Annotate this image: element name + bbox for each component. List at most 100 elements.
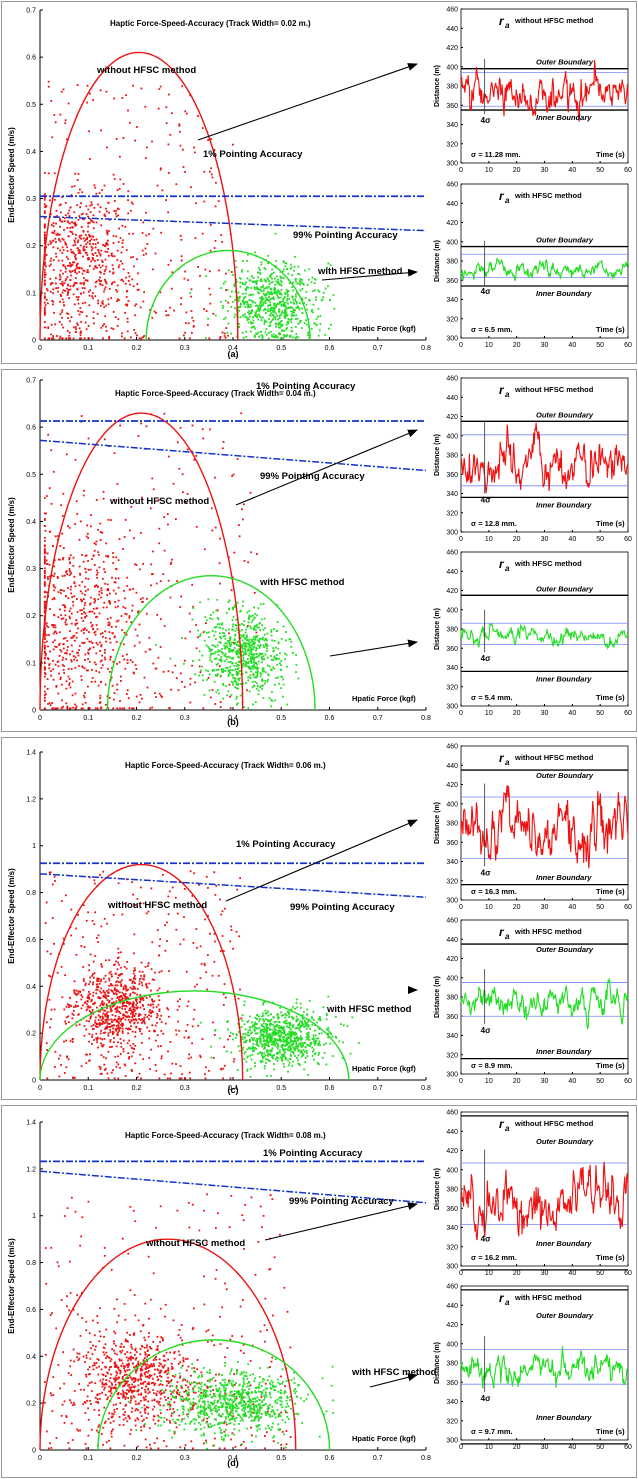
red-point [73, 575, 76, 578]
green-point [252, 628, 255, 631]
green-point [245, 642, 248, 645]
green-point [258, 271, 261, 274]
green-point [268, 296, 270, 298]
green-point [260, 316, 263, 319]
green-point [234, 678, 237, 680]
green-point [237, 683, 240, 686]
red-point [56, 215, 59, 217]
red-point [68, 264, 71, 267]
green-point [264, 1035, 267, 1038]
green-point [260, 1029, 263, 1032]
red-point [141, 970, 144, 973]
red-point [91, 337, 94, 340]
r-a-subscript: a [505, 390, 510, 399]
red-point [115, 1000, 118, 1003]
red-point [78, 538, 81, 541]
red-point [78, 649, 80, 652]
green-point [266, 649, 268, 652]
red-point [116, 290, 118, 293]
red-point [225, 327, 228, 329]
red-point [74, 692, 77, 695]
green-point [259, 306, 262, 309]
red-point [217, 200, 220, 202]
red-point [61, 514, 64, 517]
green-point [301, 1021, 303, 1024]
red-point [107, 621, 110, 624]
red-point [60, 900, 63, 902]
red-point [121, 246, 124, 249]
red-point [107, 624, 110, 627]
red-point [72, 556, 75, 559]
green-point [250, 670, 253, 673]
green-point [241, 1048, 244, 1051]
red-point [205, 971, 208, 974]
red-point [180, 238, 183, 241]
red-point [118, 1006, 121, 1009]
red-point [208, 287, 211, 290]
red-point [119, 1012, 122, 1015]
green-point [278, 293, 281, 295]
red-point [120, 984, 123, 987]
red-point [172, 482, 175, 485]
inset-x-tick-label: 40 [568, 167, 576, 174]
red-point [117, 1063, 120, 1066]
green-point [225, 629, 227, 632]
red-point [70, 194, 73, 197]
red-point [43, 544, 46, 547]
red-point [99, 280, 101, 283]
red-point [237, 997, 240, 1000]
red-point [125, 620, 128, 623]
green-point [219, 675, 222, 678]
red-point [118, 264, 121, 267]
red-point [134, 969, 136, 972]
red-point [223, 1064, 226, 1067]
red-point [132, 1043, 135, 1045]
red-point [199, 1056, 202, 1058]
red-point [65, 337, 68, 340]
red-point [178, 467, 181, 470]
red-point [93, 972, 96, 975]
red-point [122, 606, 125, 608]
red-point [83, 337, 86, 340]
red-point [60, 683, 63, 686]
green-point [289, 1038, 292, 1041]
red-point [96, 259, 99, 261]
red-point [109, 658, 112, 661]
red-point [117, 605, 119, 608]
green-point [221, 652, 224, 655]
red-point [107, 589, 110, 592]
green-point [292, 1050, 295, 1053]
green-point [317, 1063, 320, 1065]
green-point [284, 292, 287, 294]
red-point [162, 873, 164, 876]
green-point [257, 654, 260, 657]
red-point [139, 1013, 142, 1016]
green-point [257, 660, 260, 663]
red-point [64, 974, 67, 977]
red-point [117, 619, 120, 622]
red-point [62, 604, 65, 607]
green-point [260, 286, 263, 289]
red-point [169, 596, 172, 599]
red-point [72, 1037, 74, 1040]
red-point [96, 571, 99, 574]
red-point [160, 694, 162, 697]
inset-x-tick-label: 30 [541, 536, 549, 543]
red-point [117, 1015, 120, 1018]
green-point [258, 315, 261, 318]
red-point [101, 632, 104, 634]
green-point [282, 260, 285, 263]
red-point [52, 648, 55, 651]
green-point [256, 304, 258, 307]
red-point [151, 140, 153, 143]
red-point [58, 321, 61, 323]
red-point [63, 217, 66, 220]
red-point [75, 993, 78, 996]
green-point [213, 634, 216, 637]
red-point [124, 996, 127, 998]
red-point [105, 229, 108, 232]
red-point [43, 651, 46, 654]
inset-y-tick-label: 360 [446, 103, 458, 110]
green-point [252, 646, 255, 649]
green-point [257, 644, 260, 647]
